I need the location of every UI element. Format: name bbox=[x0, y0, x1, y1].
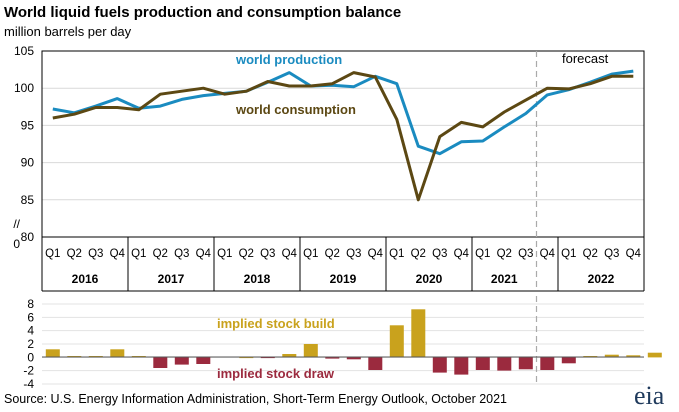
y-tick-label: 90 bbox=[21, 156, 35, 170]
balance-y-tick-label: 6 bbox=[27, 310, 34, 324]
y-tick-label: 95 bbox=[21, 118, 35, 132]
stock-build-bar bbox=[626, 355, 641, 358]
stock-draw-bar bbox=[432, 357, 447, 373]
stock-build-bar bbox=[110, 349, 125, 358]
year-label: 2022 bbox=[588, 272, 615, 286]
y-tick-label: 80 bbox=[21, 230, 35, 244]
stock-draw-bar bbox=[540, 357, 555, 370]
stock-draw-bar bbox=[153, 357, 168, 368]
stock-build-bar bbox=[411, 309, 426, 358]
quarter-label: Q3 bbox=[346, 248, 361, 260]
quarter-label: Q4 bbox=[368, 248, 384, 260]
stock-draw-bar bbox=[174, 357, 189, 365]
production-series-label: world production bbox=[235, 52, 342, 67]
quarter-label: Q1 bbox=[303, 248, 318, 260]
stock-draw-bar bbox=[196, 357, 211, 364]
top-y-axis-ticks: 105 100 95 90 85 80 bbox=[14, 44, 34, 244]
quarter-label: Q3 bbox=[88, 248, 103, 260]
top-plot-frame bbox=[41, 50, 645, 238]
implied-stock-build-label: implied stock build bbox=[217, 316, 335, 331]
quarter-label: Q4 bbox=[540, 248, 556, 260]
quarter-label: Q3 bbox=[518, 248, 533, 260]
quarter-label: Q1 bbox=[45, 248, 60, 260]
source-note: Source: U.S. Energy Information Administ… bbox=[4, 392, 507, 406]
quarter-label: Q3 bbox=[260, 248, 275, 260]
balance-y-tick-label: 2 bbox=[27, 337, 34, 351]
balance-y-tick-label: -2 bbox=[23, 364, 34, 378]
y-axis-break-marker: // bbox=[13, 217, 20, 231]
quarter-label: Q1 bbox=[131, 248, 146, 260]
stock-build-bar bbox=[282, 354, 297, 358]
quarter-label: Q2 bbox=[153, 248, 168, 260]
balance-bars bbox=[45, 309, 662, 375]
quarter-label: Q2 bbox=[497, 248, 512, 260]
stock-draw-bar bbox=[325, 357, 340, 359]
quarter-label: Q4 bbox=[110, 248, 126, 260]
stock-draw-bar bbox=[454, 357, 469, 375]
stock-build-bar bbox=[647, 352, 662, 358]
year-label: 2018 bbox=[244, 272, 271, 286]
quarter-label: Q3 bbox=[604, 248, 619, 260]
production-line bbox=[52, 69, 634, 156]
consumption-series-label: world consumption bbox=[235, 102, 356, 117]
bottom-gridlines bbox=[42, 303, 644, 385]
quarter-label: Q1 bbox=[389, 248, 404, 260]
year-label: 2021 bbox=[491, 272, 518, 286]
quarter-label: Q1 bbox=[475, 248, 490, 260]
stock-build-bar bbox=[303, 344, 318, 358]
y-tick-label: 100 bbox=[14, 81, 34, 95]
year-label: 2016 bbox=[72, 272, 99, 286]
stock-build-bar bbox=[389, 325, 404, 358]
stock-build-bar bbox=[239, 357, 254, 359]
year-label: 2020 bbox=[416, 272, 443, 286]
year-label: 2019 bbox=[330, 272, 357, 286]
implied-stock-draw-label: implied stock draw bbox=[217, 366, 335, 381]
stock-build-bar bbox=[604, 354, 619, 358]
balance-y-tick-label: 8 bbox=[27, 297, 34, 311]
quarter-label: Q3 bbox=[174, 248, 189, 260]
y-axis-zero-label: 0 bbox=[13, 237, 20, 251]
quarter-label: Q2 bbox=[325, 248, 340, 260]
quarter-label: Q2 bbox=[67, 248, 82, 260]
quarter-label: Q2 bbox=[411, 248, 426, 260]
quarter-label: Q2 bbox=[239, 248, 254, 260]
stock-draw-bar bbox=[260, 357, 275, 359]
balance-y-tick-label: 0 bbox=[27, 350, 34, 364]
stock-build-bar bbox=[45, 349, 60, 358]
quarter-label: Q2 bbox=[583, 248, 598, 260]
y-tick-label: 105 bbox=[14, 44, 34, 58]
stock-draw-bar bbox=[475, 357, 490, 370]
chart-subtitle: million barrels per day bbox=[4, 24, 132, 39]
x-axis: Q1 Q2 Q3 Q4 Q1 Q2 Q3 Q4 Q1 Q2 Q3 Q4 Q1 Q2 Q3 Q4 Q1 Q2 Q3 Q4… bbox=[41, 237, 645, 292]
consumption-line bbox=[52, 71, 634, 202]
quarter-label: Q4 bbox=[196, 248, 212, 260]
year-label: 2017 bbox=[158, 272, 185, 286]
quarter-label: Q3 bbox=[432, 248, 447, 260]
stock-draw-bar bbox=[518, 357, 533, 370]
top-series-lines bbox=[52, 69, 634, 202]
quarter-label: Q1 bbox=[561, 248, 576, 260]
stock-draw-bar bbox=[561, 357, 576, 364]
quarter-label: Q1 bbox=[217, 248, 232, 260]
balance-y-tick-label: -4 bbox=[23, 377, 34, 391]
quarter-label: Q4 bbox=[282, 248, 298, 260]
chart-title: World liquid fuels production and consum… bbox=[4, 4, 401, 21]
quarter-label: Q4 bbox=[626, 248, 642, 260]
forecast-label: forecast bbox=[562, 51, 609, 66]
stock-draw-bar bbox=[497, 357, 512, 371]
stock-draw-bar bbox=[346, 357, 361, 360]
balance-y-tick-label: 4 bbox=[27, 324, 34, 338]
y-tick-label: 85 bbox=[21, 193, 35, 207]
quarter-label: Q4 bbox=[454, 248, 470, 260]
stock-draw-bar bbox=[368, 357, 383, 370]
eia-logo: eia bbox=[634, 381, 665, 410]
